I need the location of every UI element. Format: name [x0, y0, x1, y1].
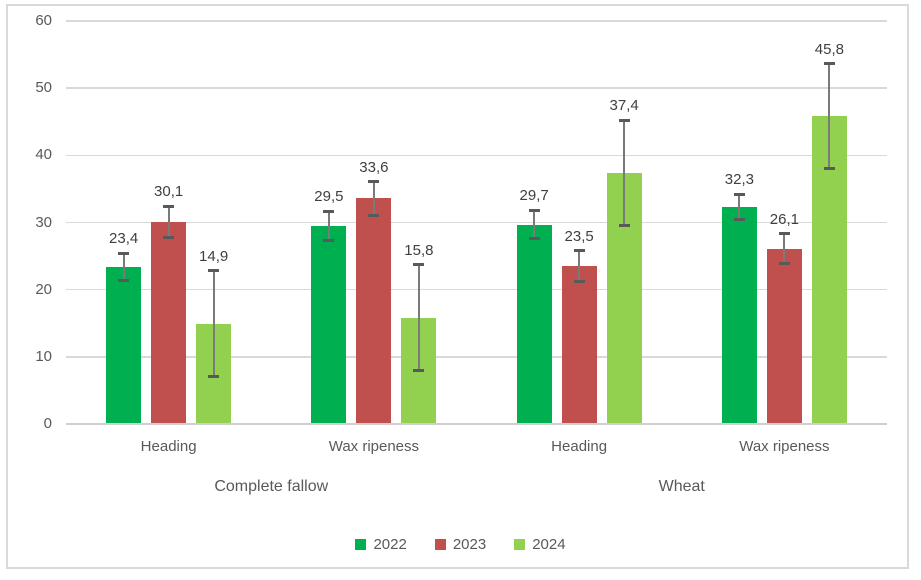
chart-border: [6, 4, 909, 569]
group-label: Complete fallow: [214, 478, 329, 495]
error-bar-line: [417, 264, 420, 371]
error-bar-line: [828, 63, 831, 169]
category-label: Wax ripeness: [739, 438, 830, 455]
error-bar-line: [372, 181, 375, 216]
value-label: 29,7: [519, 187, 549, 205]
y-axis-tick-label: 20: [35, 280, 52, 298]
error-bar-cap-bottom: [528, 237, 540, 241]
error-bar-cap-bottom: [118, 278, 130, 282]
y-axis-tick-label: 10: [35, 347, 52, 365]
legend-label: 2023: [452, 536, 487, 553]
error-bar-cap-top: [618, 118, 630, 122]
value-label: 15,8: [404, 241, 434, 259]
legend-swatch-icon: [514, 539, 526, 550]
y-axis-tick-label: 40: [35, 146, 52, 164]
error-bar-cap-top: [208, 269, 220, 273]
value-label: 29,5: [314, 188, 344, 206]
bar: [516, 224, 552, 424]
error-bar-cap-bottom: [733, 218, 745, 222]
error-bar-cap-bottom: [778, 261, 790, 265]
gridline: [66, 154, 887, 157]
error-bar-line: [167, 206, 170, 238]
error-bar-cap-top: [573, 249, 585, 253]
error-bar-cap-top: [528, 208, 540, 212]
error-bar-cap-bottom: [208, 375, 220, 379]
error-bar-cap-bottom: [823, 167, 835, 171]
x-axis-line: [66, 423, 887, 425]
bar: [766, 248, 802, 424]
legend-label: 2024: [532, 536, 566, 553]
bar: [356, 198, 392, 424]
gridline: [66, 221, 887, 224]
legend-swatch-icon: [434, 539, 446, 550]
legend-item: 2023: [434, 536, 487, 553]
error-bar-line: [578, 250, 581, 282]
error-bar-cap-bottom: [323, 239, 335, 243]
value-label: 23,4: [109, 230, 139, 248]
error-bar-cap-top: [823, 62, 835, 66]
error-bar-line: [783, 233, 786, 264]
value-label: 14,9: [199, 247, 229, 265]
y-axis-tick-label: 0: [43, 415, 52, 432]
legend-swatch-icon: [355, 539, 367, 550]
gridline: [66, 20, 887, 22]
error-bar-cap-top: [413, 263, 425, 267]
legend-item: 2022: [355, 536, 407, 553]
y-axis-tick-label: 50: [35, 79, 52, 97]
error-bar-cap-top: [323, 209, 335, 213]
error-bar-cap-top: [368, 180, 380, 184]
bar: [311, 225, 347, 424]
gridline: [66, 87, 887, 89]
legend: 2022 2023 2024: [0, 536, 921, 553]
error-bar-line: [623, 120, 626, 226]
bar: [721, 207, 757, 424]
error-bar-cap-top: [733, 192, 745, 196]
error-bar-cap-top: [118, 251, 130, 255]
error-bar-cap-bottom: [368, 213, 380, 217]
legend-item: 2024: [514, 536, 566, 553]
error-bar-cap-bottom: [618, 223, 630, 227]
error-bar-line: [738, 194, 741, 220]
error-bar-cap-top: [163, 204, 175, 208]
value-label: 33,6: [359, 158, 389, 176]
gridline: [66, 356, 887, 358]
value-label: 32,3: [724, 171, 754, 189]
value-label: 26,1: [769, 210, 799, 228]
error-bar-line: [122, 253, 125, 281]
error-bar-line: [327, 211, 330, 241]
error-bar-cap-top: [778, 232, 790, 236]
bar: [106, 266, 142, 424]
bar: [561, 266, 597, 424]
category-label: Heading: [551, 438, 608, 455]
legend-label: 2022: [373, 536, 407, 553]
category-label: Wax ripeness: [328, 438, 420, 455]
category-label: Heading: [140, 438, 197, 455]
y-axis-tick-label: 30: [35, 213, 52, 231]
value-label: 23,5: [564, 227, 594, 245]
error-bar-line: [533, 210, 536, 239]
error-bar-cap-bottom: [163, 235, 175, 239]
group-label: Wheat: [658, 478, 705, 495]
error-bar-cap-bottom: [573, 280, 585, 284]
y-axis-tick-label: 60: [35, 12, 52, 29]
error-bar-cap-bottom: [413, 369, 425, 373]
value-label: 37,4: [609, 97, 639, 115]
error-bar-line: [212, 270, 215, 377]
value-label: 45,8: [814, 40, 844, 58]
gridline: [66, 288, 887, 291]
value-label: 30,1: [154, 183, 184, 201]
bar: [151, 221, 187, 424]
